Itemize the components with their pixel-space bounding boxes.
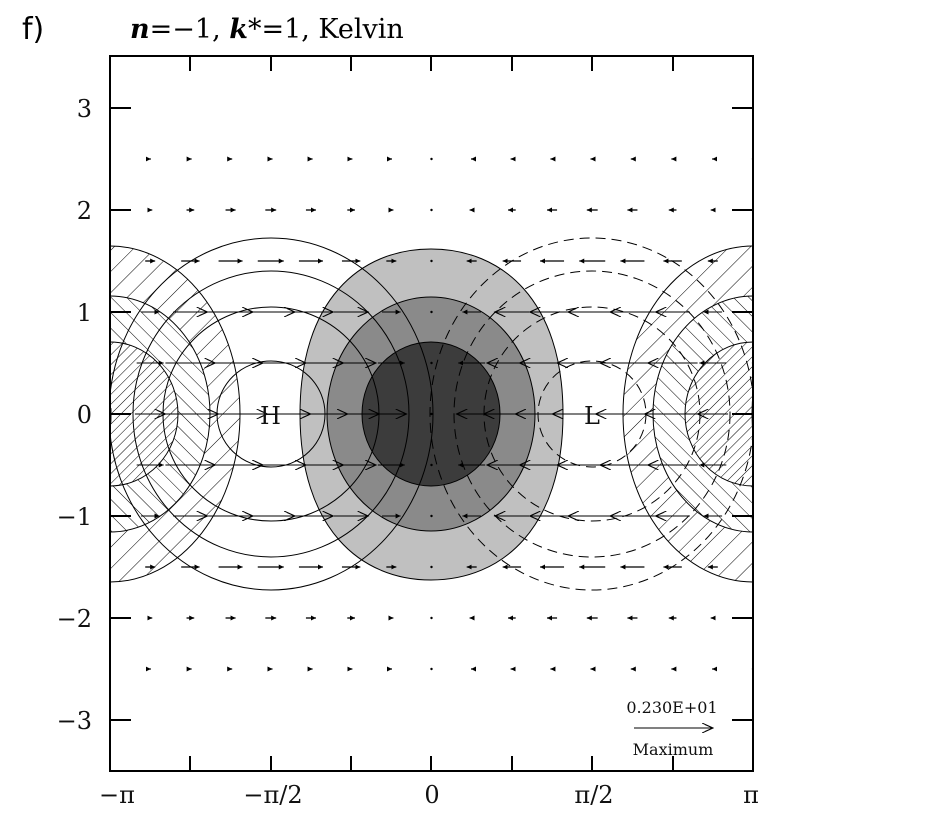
y-tick-label: 0 <box>77 401 92 429</box>
y-tick-label: −1 <box>57 503 92 531</box>
vector-reference-legend: 0.230E+01 Maximum <box>626 698 717 759</box>
title-name: Kelvin <box>318 14 404 45</box>
x-tick-label: −π/2 <box>243 781 302 809</box>
low-label: L <box>584 402 600 430</box>
title-k-value: *=1, <box>247 14 319 45</box>
x-tick-label: −π <box>99 781 135 809</box>
x-tick-label: π/2 <box>574 781 613 809</box>
y-tick-label: 3 <box>77 95 92 123</box>
wind-vector-dot <box>430 463 433 467</box>
wind-vector-dot <box>430 310 433 314</box>
x-tick-label: π <box>743 781 759 809</box>
plot-area: H L <box>110 156 753 672</box>
wind-vector-field <box>134 156 753 672</box>
x-tick-label: 0 <box>424 781 439 809</box>
wind-vector-dot <box>430 514 433 518</box>
panel-label: f) <box>22 12 45 47</box>
x-axis-labels: −π −π/2 0 π/2 π <box>99 781 759 809</box>
chart-title: n=−1, k*=1, Kelvin <box>130 14 404 45</box>
wind-vector-dot <box>430 667 433 671</box>
vector-reference-value: 0.230E+01 <box>626 698 717 717</box>
title-n-value: =−1, <box>149 14 230 45</box>
wind-vector-dot <box>430 259 433 263</box>
y-axis-labels: 3 2 1 0 −1 −2 −3 <box>57 95 92 735</box>
wind-vector-dot <box>430 208 433 212</box>
title-n-symbol: n <box>130 14 150 45</box>
high-label: H <box>260 402 281 430</box>
y-tick-label: −2 <box>57 605 92 633</box>
y-tick-label: 2 <box>77 197 92 225</box>
wind-vector-dot <box>430 157 433 161</box>
y-tick-label: 1 <box>77 299 92 327</box>
vector-reference-label: Maximum <box>633 740 714 759</box>
wind-vector-dot <box>430 616 433 620</box>
title-k-symbol: k <box>229 14 248 45</box>
wind-vector-dot <box>430 412 433 416</box>
wind-vector-dot <box>430 361 433 365</box>
y-tick-label: −3 <box>57 707 92 735</box>
wind-vector-dot <box>430 565 433 569</box>
axis-ticks <box>110 56 753 771</box>
